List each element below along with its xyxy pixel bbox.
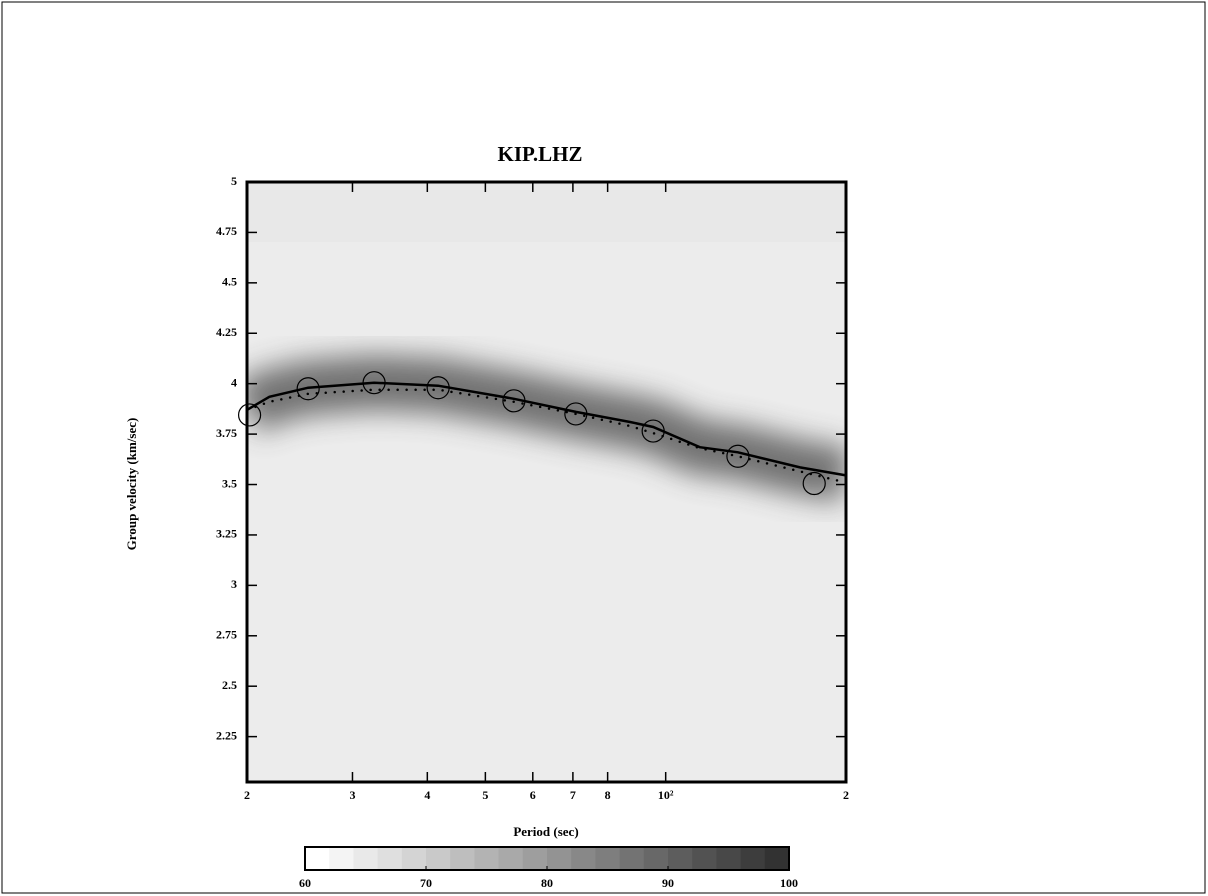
- x-tick-label: 10²: [658, 788, 674, 802]
- measurement-point: [641, 419, 665, 443]
- y-tick-label: 4: [231, 375, 237, 389]
- colorbar-tick-label: 90: [662, 876, 674, 890]
- measurement-point: [802, 471, 826, 496]
- measurement-point: [362, 371, 386, 395]
- x-tick-label: 6: [530, 788, 536, 802]
- y-tick-label: 2.75: [216, 628, 237, 642]
- x-tick-label: 2: [244, 788, 250, 802]
- plot-shade: [247, 242, 846, 782]
- y-tick-label: 3.25: [216, 527, 237, 541]
- colorbar-step: [522, 847, 548, 870]
- x-tick-label: 5: [482, 788, 488, 802]
- colorbar-step: [668, 847, 693, 870]
- colorbar-step: [571, 847, 596, 870]
- measurement-point: [502, 389, 526, 413]
- x-tick-label: 3: [349, 788, 355, 802]
- colorbar-step: [329, 847, 354, 870]
- colorbar-step: [401, 847, 427, 870]
- colorbar-step: [498, 847, 524, 870]
- measurement-point: [237, 403, 262, 427]
- measurement-point: [726, 444, 750, 468]
- colorbar-tick-label: 60: [299, 876, 311, 890]
- y-tick-label: 4.25: [216, 325, 237, 339]
- colorbar-step: [692, 847, 717, 870]
- x-axis-label: Period (sec): [513, 824, 578, 839]
- colorbar-step: [377, 847, 403, 870]
- colorbar-step: [474, 847, 500, 870]
- colorbar-step: [450, 847, 475, 870]
- colorbar-tick-label: 80: [541, 876, 553, 890]
- colorbar-step: [595, 847, 621, 870]
- y-axis-label: Group velocity (km/sec): [124, 418, 139, 551]
- chart-title: KIP.LHZ: [497, 142, 582, 166]
- colorbar-step: [426, 847, 451, 870]
- colorbar-step: [764, 847, 790, 870]
- colorbar-step: [547, 847, 572, 870]
- y-tick-label: 3: [231, 577, 237, 591]
- colorbar-step: [643, 847, 669, 870]
- x-tick-label: 7: [570, 788, 576, 802]
- x-tick-label: 8: [605, 788, 611, 802]
- measurement-point: [426, 376, 450, 400]
- y-tick-label: 2.5: [222, 678, 237, 692]
- colorbar-tick-label: 70: [420, 876, 432, 890]
- colorbar-step: [353, 847, 379, 870]
- y-tick-label: 2.25: [216, 728, 237, 742]
- y-tick-label: 5: [231, 174, 237, 188]
- measurement-point: [296, 377, 320, 401]
- y-tick-label: 4.5: [222, 275, 237, 289]
- x-tick-label: 2: [843, 788, 849, 802]
- dispersion-curve: [246, 381, 847, 477]
- colorbar-tick-label: 100: [780, 876, 798, 890]
- colorbar-step: [740, 847, 766, 870]
- x-tick-label: 4: [424, 788, 430, 802]
- y-tick-label: 3.5: [222, 476, 237, 490]
- dotted-curve: [245, 388, 848, 484]
- measurement-point: [564, 402, 588, 426]
- y-tick-label: 4.75: [216, 224, 237, 238]
- colorbar-step: [619, 847, 645, 870]
- colorbar-step: [305, 847, 330, 870]
- colorbar-step: [716, 847, 742, 870]
- y-tick-label: 3.75: [216, 426, 237, 440]
